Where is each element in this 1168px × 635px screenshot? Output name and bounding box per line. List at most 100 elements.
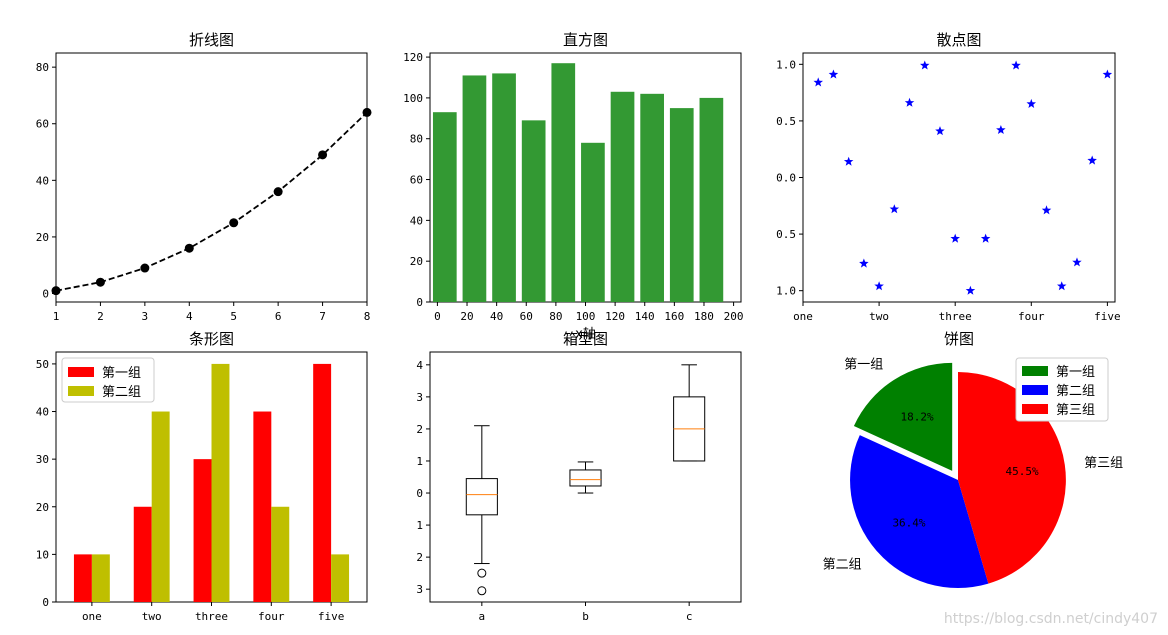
scatter-chart-point	[813, 77, 823, 87]
line-chart-point	[318, 150, 328, 160]
bar-chart-x-tick-label: 180	[694, 310, 714, 323]
line-chart-x-tick-label: 4	[186, 310, 193, 323]
line-chart-x-tick-label: 6	[275, 310, 282, 323]
scatter-chart-point	[965, 285, 976, 295]
scatter-chart-x-tick-label: three	[939, 310, 972, 323]
grouped-bar-chart-bar	[91, 554, 110, 602]
line-chart-y-tick-label: 0	[42, 288, 49, 301]
line-chart-point	[229, 218, 239, 228]
pie-chart-title: 饼图	[944, 330, 974, 348]
grouped-bar-chart-bar	[313, 363, 332, 602]
scatter-chart-point	[1026, 98, 1036, 108]
watermark-text: https://blog.csdn.net/cindy407	[944, 611, 1158, 627]
scatter-chart-point	[874, 281, 884, 291]
bar-chart-bar	[640, 93, 664, 302]
grouped-bar-chart-y-tick-label: 20	[36, 501, 49, 514]
scatter-chart-point	[904, 97, 915, 107]
grouped-bar-chart-bar	[331, 554, 350, 602]
grouped-bar-chart-bar	[211, 363, 230, 602]
grouped-bar-chart-legend-swatch	[68, 386, 94, 396]
pie-chart-percent-label: 36.4%	[892, 516, 925, 529]
bar-chart-y-tick-label: 80	[410, 133, 423, 146]
line-chart-x-tick-label: 7	[319, 310, 326, 323]
grouped-bar-chart-x-tick-label: four	[258, 610, 285, 623]
scatter-chart-group: 散点图 one two three four five 1.0 0.5 0.0 0.5 1.0	[776, 31, 1121, 323]
scatter-chart-x-tick-label: five	[1094, 310, 1121, 323]
scatter-chart-y-tick-label: 1.0	[776, 58, 796, 71]
grouped-bar-chart-bar	[193, 459, 212, 602]
bar-chart-bar	[669, 108, 694, 302]
box-plot-x-tick-label: a	[479, 610, 486, 623]
scatter-chart-x-tick-label: four	[1018, 310, 1045, 323]
box-plot-x-tick-label: b	[582, 610, 589, 623]
bar-chart-x-tick-label: 0	[434, 310, 441, 323]
grouped-bar-chart-title: 条形图	[189, 330, 234, 348]
grouped-bar-chart-x-tick-label: two	[142, 610, 162, 623]
scatter-chart-point	[889, 204, 900, 214]
bar-chart-bar	[551, 63, 576, 302]
pie-chart-percent-label: 18.2%	[901, 410, 934, 423]
line-chart-series-line	[55, 111, 368, 292]
scatter-chart-point	[996, 125, 1006, 134]
scatter-chart-point	[1011, 60, 1021, 70]
bar-chart-bar	[581, 142, 605, 302]
scatter-chart-y-tick-label: 1.0	[776, 285, 796, 298]
pie-chart-legend-label: 第一组	[1056, 365, 1095, 380]
line-chart-axes-frame	[55, 52, 368, 303]
box-plot-y-tick-label: 3	[416, 583, 423, 596]
box-plot-box	[569, 469, 602, 487]
bar-chart-y-tick-label: 60	[410, 174, 423, 187]
line-chart-point	[51, 286, 61, 296]
line-chart-x-tick-label: 1	[53, 310, 60, 323]
box-plot-box	[465, 478, 498, 516]
bar-chart-group: 直方图 0 20 40 60 80 100 120 140 160 180 200 0 20 40 60 80 1…	[403, 31, 743, 342]
pie-chart-slice-label: 第二组	[823, 558, 862, 573]
scatter-chart-point	[950, 233, 960, 243]
bar-chart-y-tick-label: 0	[416, 296, 423, 309]
scatter-chart-x-tick-label: two	[869, 310, 889, 323]
scatter-chart-point	[828, 69, 839, 79]
grouped-bar-chart-y-tick-label: 40	[36, 406, 49, 419]
box-plot-y-tick-label: 3	[416, 391, 423, 404]
grouped-bar-chart-bar	[133, 506, 152, 602]
scatter-chart-point	[1041, 205, 1052, 215]
grouped-bar-chart-bar	[151, 411, 170, 602]
grouped-bar-chart-y-tick-label: 50	[36, 358, 49, 371]
bar-chart-bar	[521, 120, 546, 302]
bar-chart-x-tick-label: 20	[460, 310, 473, 323]
pie-chart-legend-swatch	[1022, 404, 1048, 414]
pie-chart-legend-label: 第三组	[1056, 403, 1095, 418]
bar-chart-y-tick-label: 120	[403, 51, 423, 64]
bar-chart-x-tick-label: 60	[520, 310, 533, 323]
scatter-chart-point	[920, 60, 930, 70]
line-chart-y-tick-label: 40	[36, 174, 49, 187]
bar-chart-x-tick-label: 40	[490, 310, 503, 323]
bar-chart-x-label: x轴	[575, 327, 596, 342]
grouped-bar-chart-y-tick-label: 30	[36, 453, 49, 466]
scatter-chart-point	[980, 233, 991, 243]
line-chart-y-tick-label: 20	[36, 231, 49, 244]
pie-chart-slice-label: 第三组	[1084, 456, 1123, 471]
bar-chart-x-tick-label: 100	[576, 310, 596, 323]
scatter-chart-point	[1072, 257, 1082, 267]
box-plot-flier	[477, 568, 487, 578]
line-chart-y-tick-label: 60	[36, 118, 49, 131]
grouped-bar-chart-legend-label: 第一组	[102, 366, 141, 381]
box-plot-flier	[477, 586, 487, 596]
pie-chart-percent-label: 45.5%	[1006, 465, 1039, 478]
grouped-bar-chart-x-tick-label: five	[318, 610, 345, 623]
scatter-chart-x-tick-label: one	[793, 310, 813, 323]
bar-chart-title: 直方图	[563, 31, 608, 49]
grouped-bar-chart-legend-label: 第二组	[102, 385, 141, 400]
scatter-chart-point	[859, 258, 869, 268]
box-plot-y-tick-label: 1	[416, 519, 423, 532]
line-chart-title: 折线图	[189, 31, 234, 49]
scatter-chart-point	[1102, 69, 1113, 79]
pie-chart-slice	[850, 435, 989, 588]
pie-chart-slice	[958, 372, 1066, 584]
bar-chart-x-tick-label: 160	[664, 310, 684, 323]
